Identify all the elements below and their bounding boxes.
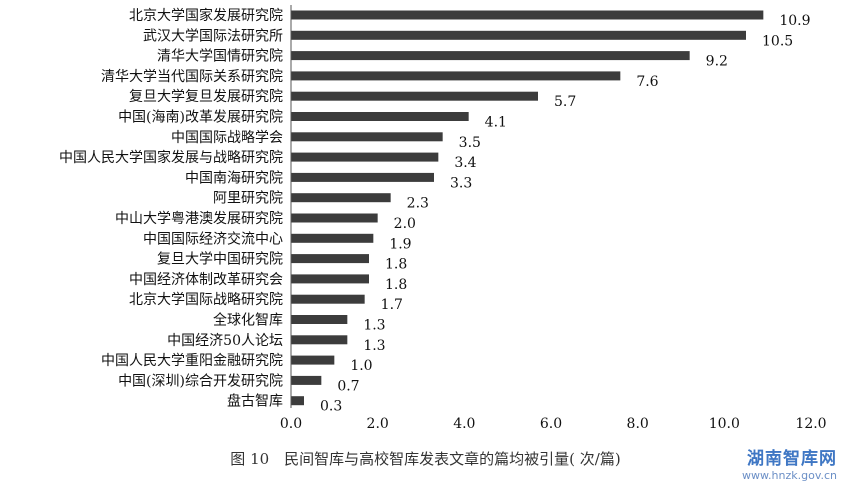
category-label-7: 中国人民大学国家发展与战略研究院 xyxy=(59,149,283,166)
value-label-2: 9.2 xyxy=(706,54,728,70)
value-label-8: 3.3 xyxy=(450,175,472,191)
category-label-10: 中山大学粤港澳发展研究院 xyxy=(115,211,283,227)
value-label-7: 3.4 xyxy=(454,155,476,171)
value-label-10: 2.0 xyxy=(394,216,416,232)
value-label-12: 1.8 xyxy=(385,257,407,273)
value-label-17: 1.0 xyxy=(350,358,372,374)
bar-1 xyxy=(291,30,746,40)
x-tick-label-1: 2.0 xyxy=(367,416,389,432)
figure-caption: 图 10 民间智库与高校智库发表文章的篇均被引量( 次/篇) xyxy=(230,450,621,468)
category-label-1: 武汉大学国际法研究所 xyxy=(143,28,283,44)
category-label-16: 中国经济50人论坛 xyxy=(167,333,283,349)
category-label-13: 中国经济体制改革研究会 xyxy=(129,272,283,288)
bar-13 xyxy=(291,274,369,284)
bar-2 xyxy=(291,51,690,61)
value-label-19: 0.3 xyxy=(320,399,342,415)
value-label-18: 0.7 xyxy=(337,378,359,394)
category-label-8: 中国南海研究院 xyxy=(185,170,283,186)
bar-7 xyxy=(291,152,439,162)
category-label-3: 清华大学当代国际关系研究院 xyxy=(101,69,283,85)
category-labels: 北京大学国家发展研究院武汉大学国际法研究所清华大学国情研究院清华大学当代国际关系… xyxy=(59,7,283,410)
x-tick-label-6: 12.0 xyxy=(795,416,826,432)
bar-16 xyxy=(291,335,348,345)
category-label-6: 中国国际战略学会 xyxy=(171,130,283,146)
category-label-11: 中国国际经济交流中心 xyxy=(143,230,283,247)
value-label-9: 2.3 xyxy=(407,196,429,212)
bar-12 xyxy=(291,254,369,264)
watermark-logo: 湖南智库网 www.hnzk.gov.cn xyxy=(742,444,837,482)
value-label-3: 7.6 xyxy=(636,74,658,90)
category-label-12: 复旦大学中国研究院 xyxy=(157,251,283,268)
x-tick-label-0: 0.0 xyxy=(280,416,302,432)
bar-17 xyxy=(291,355,335,365)
category-label-4: 复旦大学复旦发展研究院 xyxy=(129,88,283,105)
value-label-13: 1.8 xyxy=(385,277,407,293)
x-tick-label-5: 10.0 xyxy=(709,416,740,432)
category-label-15: 全球化智库 xyxy=(213,312,283,329)
value-label-5: 4.1 xyxy=(485,115,507,131)
bar-chart: 北京大学国家发展研究院武汉大学国际法研究所清华大学国情研究院清华大学当代国际关系… xyxy=(59,5,827,432)
category-label-5: 中国(海南)改革发展研究院 xyxy=(118,110,283,126)
bar-11 xyxy=(291,233,374,243)
value-label-4: 5.7 xyxy=(554,94,576,110)
category-label-0: 北京大学国家发展研究院 xyxy=(129,7,283,24)
bar-19 xyxy=(291,396,304,406)
bar-15 xyxy=(291,315,348,324)
bar-0 xyxy=(291,10,764,20)
category-label-19: 盘古智库 xyxy=(227,393,283,410)
value-label-11: 1.9 xyxy=(389,236,411,252)
x-tick-label-3: 6.0 xyxy=(540,416,562,432)
value-label-16: 1.3 xyxy=(363,338,385,354)
x-tick-label-2: 4.0 xyxy=(453,416,475,432)
bar-9 xyxy=(291,193,391,203)
category-label-9: 阿里研究院 xyxy=(213,191,283,207)
bar-18 xyxy=(291,375,322,385)
category-label-17: 中国人民大学重阳金融研究院 xyxy=(101,353,283,369)
bar-5 xyxy=(291,112,469,121)
bar-8 xyxy=(291,172,434,182)
category-label-18: 中国(深圳)综合开发研究院 xyxy=(118,373,283,389)
bar-10 xyxy=(291,213,378,223)
value-labels: 10.9 10.5 9.2 7.6 5.7 4.13.5 3.4 3.3 2.3 2.0 1.9 1.… xyxy=(320,13,811,415)
category-label-14: 北京大学国际战略研究院 xyxy=(129,292,283,308)
value-label-0: 10.9 xyxy=(779,13,810,29)
value-label-1: 10.5 xyxy=(762,33,793,49)
x-tick-label-4: 8.0 xyxy=(627,416,649,432)
watermark-url: www.hnzk.gov.cn xyxy=(742,469,837,482)
x-axis-ticks: 0.0 2.0 4.0 6.0 8.0 10.0 12.0 xyxy=(280,416,827,432)
bar-6 xyxy=(291,132,443,142)
value-label-14: 1.7 xyxy=(381,297,403,313)
bar-14 xyxy=(291,294,365,304)
value-label-15: 1.3 xyxy=(363,318,385,334)
category-label-2: 清华大学国情研究院 xyxy=(157,49,283,65)
bar-4 xyxy=(291,91,538,101)
watermark-title: 湖南智库网 xyxy=(747,449,837,469)
bar-3 xyxy=(291,71,621,81)
bars-layer xyxy=(291,10,764,406)
value-label-6: 3.5 xyxy=(459,135,481,151)
